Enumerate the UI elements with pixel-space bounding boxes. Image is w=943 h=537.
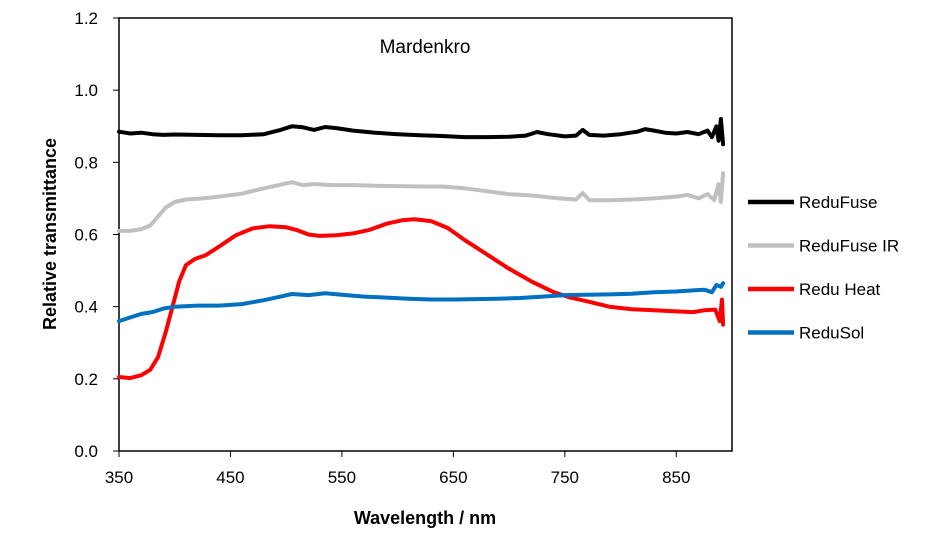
x-tick-label: 650 bbox=[439, 468, 467, 487]
legend-label: ReduFuse IR bbox=[799, 237, 899, 256]
y-tick-label: 0.4 bbox=[74, 298, 98, 317]
y-tick-label: 1.2 bbox=[74, 9, 98, 28]
series-lines bbox=[117, 117, 726, 381]
legend: ReduFuse ReduFuse IR Redu Heat ReduSol bbox=[748, 193, 899, 343]
y-tick-label: 0.0 bbox=[74, 442, 98, 461]
plot-area-frame bbox=[118, 17, 733, 452]
legend-label: ReduFuse bbox=[799, 193, 877, 212]
chart-title: Mardenkro bbox=[380, 37, 471, 58]
x-tick-label: 550 bbox=[328, 468, 356, 487]
x-tick-label: 450 bbox=[216, 468, 244, 487]
x-tick-label: 750 bbox=[551, 468, 579, 487]
x-tick-label: 850 bbox=[662, 468, 690, 487]
y-tick-label: 0.6 bbox=[74, 226, 98, 245]
legend-label: ReduSol bbox=[799, 324, 864, 343]
series-line-redu-heat bbox=[117, 217, 726, 381]
y-tick-label: 0.8 bbox=[74, 153, 98, 172]
y-tick-label: 1.0 bbox=[74, 81, 98, 100]
series-line-redusol bbox=[117, 281, 726, 324]
series-line-redufuse bbox=[117, 117, 726, 147]
y-tick-label: 0.2 bbox=[74, 370, 98, 389]
series-line-redufuse-ir bbox=[117, 171, 726, 233]
y-axis-title: Relative transmittance bbox=[40, 138, 60, 330]
x-axis-title: Wavelength / nm bbox=[354, 508, 496, 528]
axis-ticks: 350 450 550 650 750 850 0.0 0.2 0.4 0.6 0.8 1.0 1.2 bbox=[74, 9, 690, 487]
legend-label: Redu Heat bbox=[799, 280, 881, 299]
x-tick-label: 350 bbox=[105, 468, 133, 487]
